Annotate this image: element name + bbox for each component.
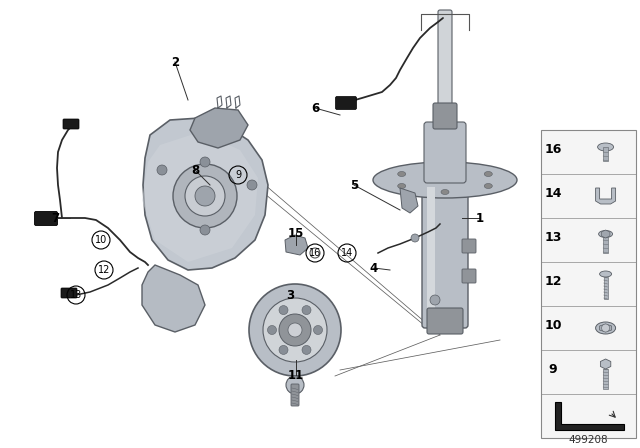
FancyBboxPatch shape [422,182,468,328]
Circle shape [288,323,302,337]
Polygon shape [601,230,610,238]
Text: 3: 3 [286,289,294,302]
FancyBboxPatch shape [61,288,77,298]
Polygon shape [143,118,268,270]
Text: 16: 16 [309,248,321,258]
Text: 8: 8 [191,164,199,177]
Bar [427,187,435,323]
Ellipse shape [373,162,517,198]
Polygon shape [596,188,616,204]
FancyBboxPatch shape [424,122,466,183]
FancyBboxPatch shape [462,239,476,253]
Text: 9: 9 [548,363,557,376]
Bar [541,130,636,438]
Ellipse shape [397,184,406,189]
Text: 9: 9 [235,170,241,180]
Text: 14: 14 [544,187,562,200]
Bar [604,277,607,299]
Text: 11: 11 [288,369,304,382]
Circle shape [279,306,288,314]
Circle shape [173,164,237,228]
Text: 14: 14 [341,248,353,258]
Text: 16: 16 [544,143,562,156]
Circle shape [200,157,210,167]
Circle shape [263,298,327,362]
Circle shape [268,326,276,335]
FancyBboxPatch shape [438,10,452,142]
Circle shape [302,306,311,314]
Circle shape [602,324,610,332]
Bar [603,369,608,389]
Circle shape [286,376,304,394]
Text: 13: 13 [544,231,562,244]
FancyBboxPatch shape [335,96,356,109]
Circle shape [200,225,210,235]
Text: 10: 10 [544,319,562,332]
Text: 1: 1 [476,211,484,224]
Text: 7: 7 [51,211,59,224]
Polygon shape [600,324,612,332]
Bar [603,237,608,253]
Ellipse shape [484,184,492,189]
Text: 6: 6 [311,102,319,115]
Text: 10: 10 [95,235,107,245]
Text: 499208: 499208 [568,435,608,445]
Text: 2: 2 [171,56,179,69]
Ellipse shape [596,322,616,334]
Ellipse shape [397,172,406,177]
Ellipse shape [441,165,449,171]
Text: 4: 4 [370,262,378,275]
Polygon shape [142,132,258,262]
Text: 15: 15 [288,227,304,240]
Ellipse shape [484,172,492,177]
Bar [603,147,608,161]
Polygon shape [600,359,611,369]
Polygon shape [555,402,624,430]
Ellipse shape [441,190,449,194]
Circle shape [279,314,311,346]
Circle shape [195,186,215,206]
Circle shape [247,180,257,190]
Circle shape [430,295,440,305]
FancyBboxPatch shape [63,119,79,129]
Polygon shape [190,108,248,148]
Ellipse shape [600,271,612,277]
FancyBboxPatch shape [35,211,58,225]
Polygon shape [400,188,418,213]
Circle shape [249,284,341,376]
Polygon shape [142,265,205,332]
Circle shape [314,326,323,335]
Ellipse shape [598,143,614,151]
Circle shape [411,234,419,242]
Text: 5: 5 [350,178,358,191]
FancyBboxPatch shape [433,103,457,129]
FancyBboxPatch shape [291,384,299,406]
Polygon shape [285,235,308,255]
Ellipse shape [598,231,612,237]
Circle shape [302,345,311,354]
Text: 13: 13 [70,290,82,300]
Text: 12: 12 [98,265,110,275]
Text: 12: 12 [544,276,562,289]
Circle shape [157,165,167,175]
Circle shape [185,176,225,216]
Circle shape [279,345,288,354]
FancyBboxPatch shape [462,269,476,283]
FancyBboxPatch shape [427,308,463,334]
